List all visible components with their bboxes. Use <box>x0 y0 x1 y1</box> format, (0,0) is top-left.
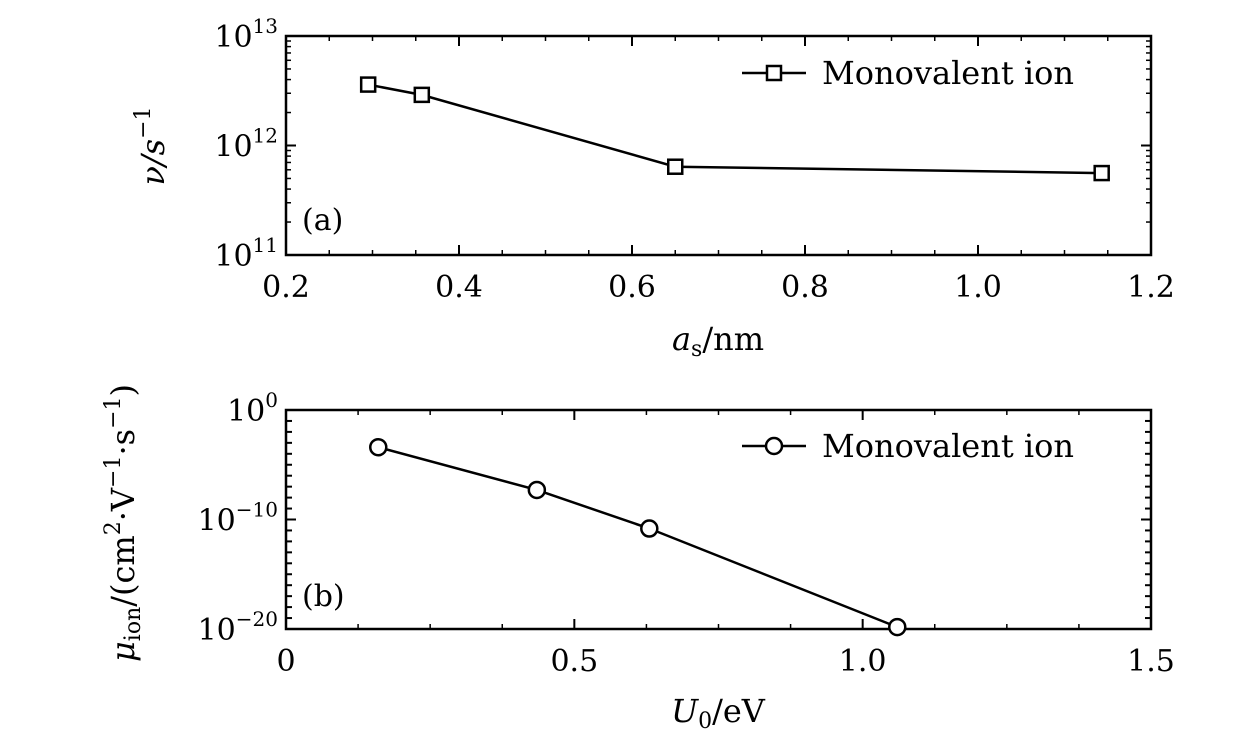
legend-marker-square <box>765 64 783 82</box>
data-point-square <box>1093 164 1110 182</box>
legend-marker-circle <box>764 436 784 456</box>
x-tick-label: 1.0 <box>954 270 1002 305</box>
y-tick-label: 1013 <box>214 14 278 55</box>
x-tick-label: 1.0 <box>839 644 887 679</box>
legend-a: Monovalent ion <box>742 54 1074 92</box>
chart-panel-a: 0.2 0.4 0.6 0.8 1.0 1.2 1011 1012 1013 (a) Mono… <box>131 14 1175 362</box>
series-line <box>367 83 1102 175</box>
x-tick-label: 0.2 <box>262 270 310 305</box>
x-tick-label: 0 <box>276 644 295 679</box>
y-tick-label: 100 <box>227 388 278 429</box>
axis-ticks-a <box>285 35 1152 256</box>
x-tick-label: 0.5 <box>550 644 598 679</box>
x-tick-labels-a: 0.2 0.4 0.6 0.8 1.0 1.2 <box>262 270 1175 305</box>
x-tick-label: 0.6 <box>608 270 656 305</box>
series-line <box>377 446 898 629</box>
data-series-b <box>369 437 907 637</box>
data-point-square <box>413 86 431 104</box>
legend-label-b: Monovalent ion <box>822 427 1074 465</box>
x-tick-label: 1.2 <box>1127 270 1175 305</box>
data-point-circle <box>369 437 388 457</box>
y-axis-label-b: μion/(cm2·V−1·s−1) <box>101 384 146 662</box>
x-tick-label: 0.4 <box>435 270 483 305</box>
y-axis-label-a: ν/s−1 <box>131 106 172 185</box>
axis-ticks-b <box>285 409 1152 630</box>
data-point-circle <box>527 480 547 500</box>
y-tick-label: 10−20 <box>198 607 278 648</box>
data-series-a <box>359 76 1110 182</box>
data-point-circle <box>640 519 659 538</box>
legend-b: Monovalent ion <box>742 427 1074 465</box>
data-point-square <box>667 158 684 175</box>
data-point-circle <box>888 617 907 637</box>
legend-label-a: Monovalent ion <box>822 54 1074 92</box>
panel-label-a: (a) <box>302 203 343 238</box>
chart-panel-b: 0 0.5 1.0 1.5 10−20 10−10 100 (b) Monovalent … <box>101 384 1175 734</box>
x-tick-labels-b: 0 0.5 1.0 1.5 <box>276 644 1174 679</box>
x-axis-label-a: as/nm <box>672 320 764 362</box>
y-tick-label: 1012 <box>214 124 278 165</box>
y-tick-labels-b: 10−20 10−10 100 <box>198 388 278 648</box>
data-point-square <box>359 76 377 93</box>
y-tick-label: 1011 <box>214 233 278 274</box>
panel-label-b: (b) <box>302 579 345 614</box>
x-tick-label: 0.8 <box>781 270 829 305</box>
x-axis-label-b: U0/eV <box>671 692 766 734</box>
y-tick-labels-a: 1011 1012 1013 <box>214 14 278 274</box>
y-tick-label: 10−10 <box>198 498 278 539</box>
x-tick-label: 1.5 <box>1127 644 1175 679</box>
